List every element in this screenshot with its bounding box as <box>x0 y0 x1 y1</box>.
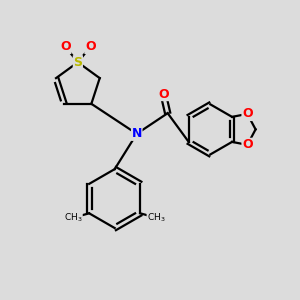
Text: O: O <box>60 40 71 53</box>
Text: O: O <box>242 138 253 151</box>
Text: CH$_3$: CH$_3$ <box>147 212 166 224</box>
Text: O: O <box>85 40 95 53</box>
Text: O: O <box>158 88 169 100</box>
Text: N: N <box>132 127 142 140</box>
Text: O: O <box>242 107 253 120</box>
Text: S: S <box>74 56 82 69</box>
Text: CH$_3$: CH$_3$ <box>64 212 82 224</box>
